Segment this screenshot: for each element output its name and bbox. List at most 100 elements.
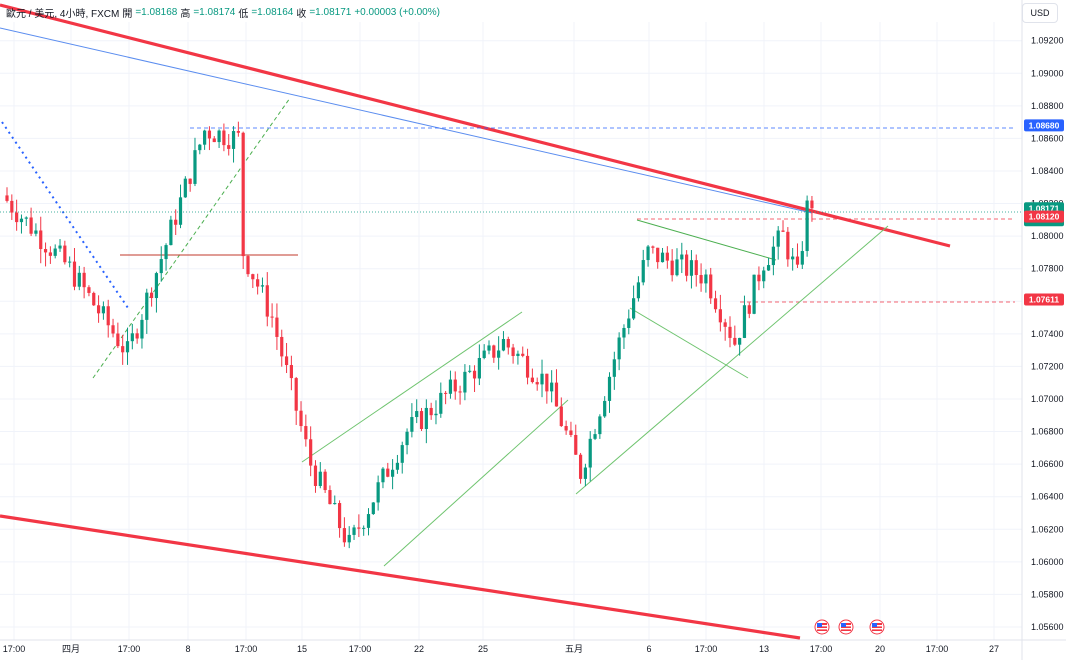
- candle: [627, 318, 631, 328]
- time-tick-label: 17:00: [349, 644, 372, 654]
- candle: [236, 131, 240, 133]
- time-tick-label: 13: [759, 644, 769, 654]
- symbol-header: 歐元 / 美元, 4小時, FXCM 開 =1.08168 高 =1.08174 低…: [6, 4, 440, 20]
- candle: [786, 231, 790, 260]
- candle: [164, 245, 168, 260]
- trend-line-blue: [0, 27, 813, 214]
- us-flag-event-icon[interactable]: [838, 619, 854, 635]
- candle: [487, 345, 491, 351]
- candle: [733, 337, 737, 345]
- candle: [656, 247, 660, 263]
- change-value: +0.00003 (+0.00%): [354, 6, 440, 18]
- candle: [511, 347, 515, 357]
- candle: [265, 285, 269, 317]
- candle: [87, 287, 91, 293]
- candle: [675, 259, 679, 276]
- price-axis-bg: [1022, 0, 1066, 660]
- candle: [96, 305, 101, 314]
- candle: [10, 200, 14, 213]
- candle: [463, 371, 467, 393]
- us-flag-event-icon[interactable]: [814, 619, 830, 635]
- candle: [92, 292, 96, 306]
- candle: [24, 217, 28, 219]
- price-tick-label: 1.08600: [1031, 133, 1064, 143]
- candle: [516, 353, 520, 357]
- event-icons: [814, 619, 885, 635]
- candle: [140, 319, 144, 339]
- candle: [434, 413, 438, 416]
- wedge-line: [636, 219, 777, 261]
- candle: [178, 197, 183, 225]
- candle: [578, 454, 583, 479]
- channel-line: [383, 399, 569, 567]
- us-flag-event-icon[interactable]: [869, 619, 885, 635]
- grid: [0, 22, 1022, 640]
- candle: [419, 411, 424, 430]
- candle: [497, 350, 501, 358]
- candle: [318, 471, 322, 486]
- candle: [328, 490, 332, 505]
- price-tag-label: 1.08171: [1029, 203, 1060, 213]
- candle: [39, 230, 43, 250]
- candle: [256, 279, 260, 287]
- candle: [776, 230, 780, 247]
- candle: [183, 178, 187, 198]
- candle: [738, 337, 742, 345]
- candle: [762, 270, 766, 282]
- time-tick-label: 15: [297, 644, 307, 654]
- time-tick-label: 17:00: [695, 644, 718, 654]
- candle: [207, 130, 212, 139]
- candle: [704, 274, 708, 284]
- candle: [304, 426, 308, 440]
- open-value: =1.08168: [135, 6, 178, 18]
- candle: [622, 327, 626, 338]
- candle: [342, 528, 346, 543]
- candle: [492, 345, 496, 358]
- candle: [550, 382, 554, 392]
- currency-button[interactable]: USD: [1022, 3, 1058, 23]
- time-tick-label: 22: [414, 644, 424, 654]
- candle: [227, 145, 231, 149]
- candle: [665, 252, 669, 261]
- candle: [588, 438, 592, 468]
- candle: [791, 256, 795, 260]
- candle: [410, 417, 414, 432]
- symbol-label[interactable]: 歐元 / 美元, 4小時, FXCM: [6, 8, 120, 20]
- candle: [805, 200, 809, 252]
- candle: [5, 195, 9, 201]
- candle: [752, 274, 756, 314]
- candle: [574, 434, 578, 455]
- candle: [448, 379, 453, 394]
- time-tick-label: 17:00: [118, 644, 141, 654]
- time-tick-label: 17:00: [3, 644, 26, 654]
- candle: [781, 230, 785, 232]
- candle: [246, 256, 250, 275]
- time-tick-label: 25: [478, 644, 488, 654]
- candle: [641, 260, 645, 283]
- candle: [68, 261, 72, 263]
- time-tick-label: 17:00: [926, 644, 949, 654]
- time-tick-label: 8: [185, 644, 190, 654]
- candle: [747, 305, 751, 314]
- candle: [795, 256, 800, 265]
- candle: [58, 245, 62, 249]
- candle: [472, 370, 477, 379]
- candle: [482, 350, 486, 358]
- candle: [188, 178, 192, 184]
- candle: [289, 365, 293, 379]
- price-tick-label: 1.07200: [1031, 361, 1064, 371]
- candle: [501, 339, 506, 351]
- candle: [540, 373, 544, 385]
- candle: [313, 465, 318, 486]
- candle: [766, 265, 771, 271]
- candle: [439, 392, 443, 414]
- price-tick-label: 1.06000: [1031, 557, 1064, 567]
- candle: [198, 144, 202, 151]
- candle: [381, 468, 385, 483]
- candle: [270, 316, 274, 318]
- candle: [535, 382, 539, 385]
- time-tick-label: 五月: [565, 644, 583, 654]
- candle: [203, 130, 207, 145]
- candle: [77, 272, 81, 287]
